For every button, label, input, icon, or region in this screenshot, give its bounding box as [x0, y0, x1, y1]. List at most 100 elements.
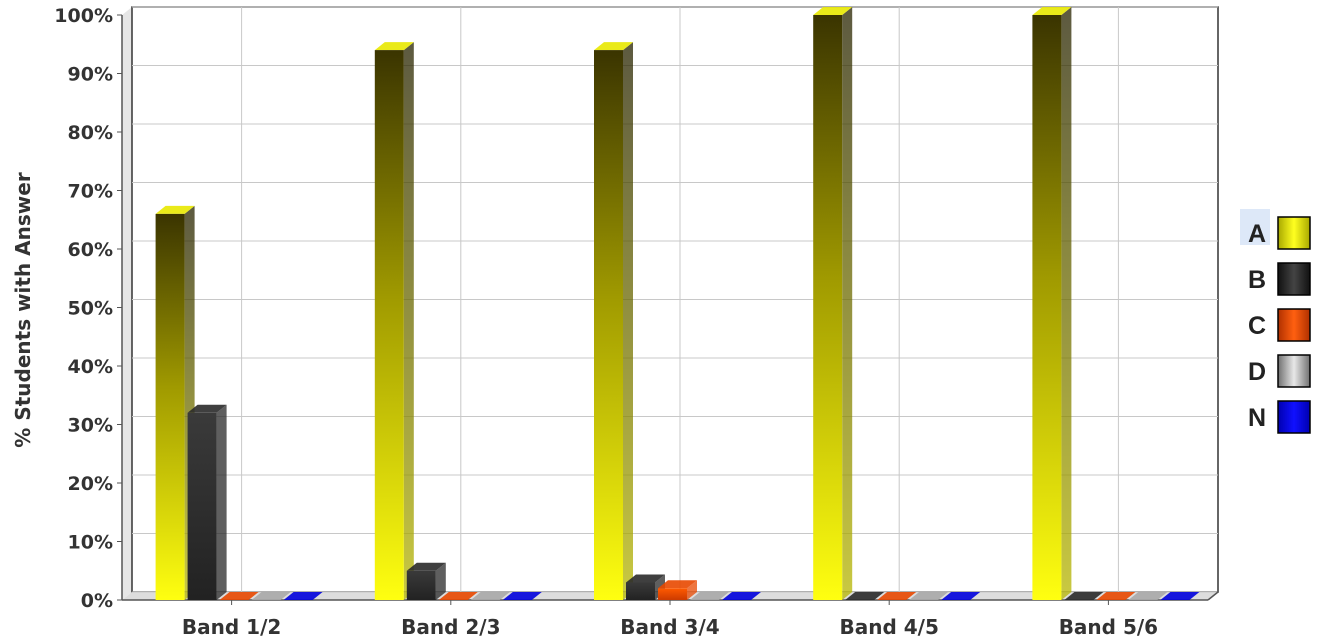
- bar-D-0: [251, 592, 291, 600]
- x-tick-label: Band 4/5: [839, 615, 938, 639]
- bar-side: [623, 42, 633, 601]
- x-tick-label: Band 3/4: [620, 615, 719, 639]
- bar-N-1: [502, 592, 542, 600]
- bar-front: [187, 412, 217, 600]
- legend-label: B: [1248, 266, 1266, 294]
- bar-top: [406, 562, 446, 571]
- bar-C-1: [438, 592, 478, 600]
- bar-front: [406, 570, 436, 600]
- bar-top: [251, 592, 291, 600]
- bar-B-1: [406, 562, 446, 600]
- y-tick-label: 0%: [81, 590, 113, 612]
- bar-C-0: [219, 592, 259, 600]
- bar-front: [813, 15, 843, 600]
- legend-label: N: [1248, 404, 1266, 432]
- bar-C-4: [1096, 592, 1136, 600]
- x-tick-labels: Band 1/2 Band 2/3 Band 3/4 Band 4/5 Band 5/6: [182, 615, 1158, 639]
- bar-top: [1064, 592, 1104, 600]
- bar-C-2: [658, 580, 697, 600]
- legend-label: D: [1248, 358, 1266, 386]
- bar-top: [941, 592, 981, 600]
- legend-label: A: [1248, 220, 1266, 248]
- bar-top: [219, 592, 259, 600]
- legend-swatch: [1277, 400, 1311, 434]
- y-tick-label: 50%: [68, 298, 113, 320]
- bar-top: [626, 574, 665, 583]
- x-axis-corner: [1207, 591, 1219, 601]
- bar-N-2: [722, 592, 761, 600]
- y-tick-label: 30%: [68, 415, 113, 437]
- legend-swatch: [1277, 308, 1311, 342]
- bar-top: [845, 592, 885, 600]
- bar-A-1: [374, 42, 414, 601]
- y-tick-label: 60%: [68, 239, 113, 261]
- y-tick-label: 90%: [68, 64, 113, 86]
- bar-front: [594, 50, 623, 601]
- bar-top: [658, 580, 697, 589]
- y-tick-label: 10%: [68, 532, 113, 554]
- bar-top: [155, 205, 195, 214]
- bar-C-3: [877, 592, 917, 600]
- bar-top: [283, 592, 323, 600]
- bar-top: [374, 42, 414, 51]
- bar-top: [502, 592, 542, 600]
- bar-top: [722, 592, 761, 600]
- bar-top: [1096, 592, 1136, 600]
- y-tick-label: 40%: [68, 356, 113, 378]
- bar-A-2: [594, 42, 633, 601]
- bar-top: [909, 592, 949, 600]
- y-axis-title: % Students with Answer: [11, 172, 35, 448]
- bar-top: [594, 42, 633, 51]
- bar-top: [690, 592, 729, 600]
- bar-B-0: [187, 404, 227, 600]
- bar-A-3: [813, 7, 853, 600]
- bars: [155, 7, 1200, 601]
- y-tick-label: 80%: [68, 122, 113, 144]
- bar-N-3: [941, 592, 981, 600]
- bar-top: [877, 592, 917, 600]
- bar-A-4: [1032, 7, 1072, 600]
- bar-top: [438, 592, 478, 600]
- bar-B-4: [1064, 592, 1104, 600]
- bar-front: [374, 50, 404, 601]
- bar-side: [842, 7, 853, 600]
- left-wall: [122, 7, 132, 600]
- legend-swatch: [1277, 216, 1311, 250]
- bar-side: [403, 42, 414, 601]
- bar-A-0: [155, 205, 195, 600]
- bar-D-4: [1128, 592, 1168, 600]
- bar-front: [658, 588, 687, 600]
- bar-side: [687, 580, 697, 600]
- x-tick-label: Band 5/6: [1059, 615, 1158, 639]
- y-tick-label: 70%: [68, 181, 113, 203]
- legend-label: C: [1248, 312, 1266, 340]
- legend-swatch: [1277, 262, 1311, 296]
- bar-N-0: [283, 592, 323, 600]
- bar-top: [1160, 592, 1200, 600]
- bar-front: [1032, 15, 1062, 600]
- bar-top: [1128, 592, 1168, 600]
- x-tick-label: Band 1/2: [182, 615, 281, 639]
- bar-side: [1061, 7, 1072, 600]
- bar-D-2: [690, 592, 729, 600]
- bar-top: [813, 7, 853, 15]
- y-tick-labels: 0% 10% 20% 30% 40% 50% 60% 70% 80% 90% 100%: [54, 5, 113, 612]
- bar-side: [216, 404, 227, 600]
- y-tick-label: 100%: [54, 5, 113, 27]
- bar-front: [626, 582, 655, 600]
- bar-D-1: [470, 592, 510, 600]
- bar-N-4: [1160, 592, 1200, 600]
- x-tick-label: Band 2/3: [401, 615, 500, 639]
- y-tick-label: 20%: [68, 473, 113, 495]
- bar-top: [187, 404, 227, 413]
- bar-top: [1032, 7, 1072, 15]
- bar-front: [155, 213, 185, 600]
- legend-highlight: [1240, 209, 1270, 245]
- bar-D-3: [909, 592, 949, 600]
- bar-top: [470, 592, 510, 600]
- bar-side: [435, 562, 446, 600]
- legend-swatch: [1277, 354, 1311, 388]
- bar-B-3: [845, 592, 885, 600]
